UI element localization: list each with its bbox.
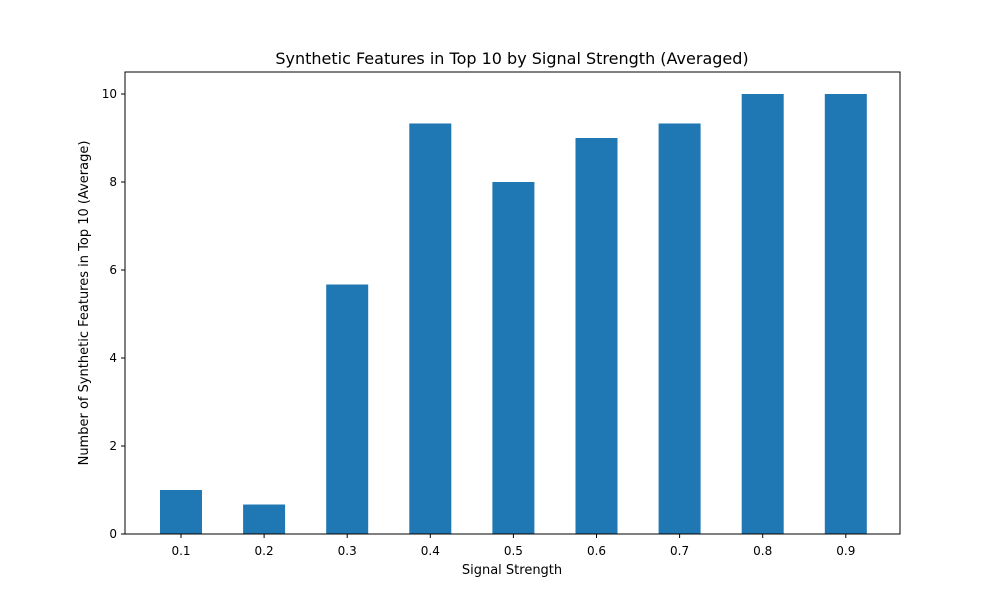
- x-axis: 0.1 0.2 0.3 0.4 0.5 0.6 0.7 0.8 0.9: [171, 534, 855, 558]
- x-tick-label: 0.4: [421, 544, 440, 558]
- bar-0.9: [824, 94, 867, 534]
- bar-0.6: [575, 138, 618, 534]
- y-tick-label: 2: [109, 439, 117, 453]
- y-tick-label: 8: [109, 175, 117, 189]
- x-tick-label: 0.7: [670, 544, 689, 558]
- bar-0.8: [741, 94, 784, 534]
- y-axis: 0 2 4 6 8 10: [102, 87, 125, 541]
- x-axis-label: Signal Strength: [462, 563, 562, 578]
- bar-0.2: [243, 504, 286, 534]
- bar-0.1: [160, 490, 202, 534]
- x-tick-label: 0.2: [255, 544, 274, 558]
- bar-0.4: [409, 123, 452, 534]
- y-tick-label: 4: [109, 351, 117, 365]
- x-tick-label: 0.6: [587, 544, 606, 558]
- x-tick-label: 0.9: [836, 544, 855, 558]
- bar-0.5: [492, 182, 535, 534]
- y-tick-label: 0: [109, 527, 117, 541]
- x-tick-label: 0.1: [171, 544, 190, 558]
- y-tick-label: 6: [109, 263, 117, 277]
- plot-frame: [124, 71, 901, 535]
- bars-group: [160, 94, 867, 534]
- x-tick-label: 0.5: [504, 544, 523, 558]
- x-tick-label: 0.3: [338, 544, 357, 558]
- y-axis-label: Number of Synthetic Features in Top 10 (…: [77, 141, 92, 466]
- chart-title: Synthetic Features in Top 10 by Signal S…: [275, 49, 748, 68]
- x-tick-label: 0.8: [753, 544, 772, 558]
- bar-0.3: [326, 284, 369, 534]
- bar-0.7: [658, 123, 701, 534]
- y-tick-label: 10: [102, 87, 117, 101]
